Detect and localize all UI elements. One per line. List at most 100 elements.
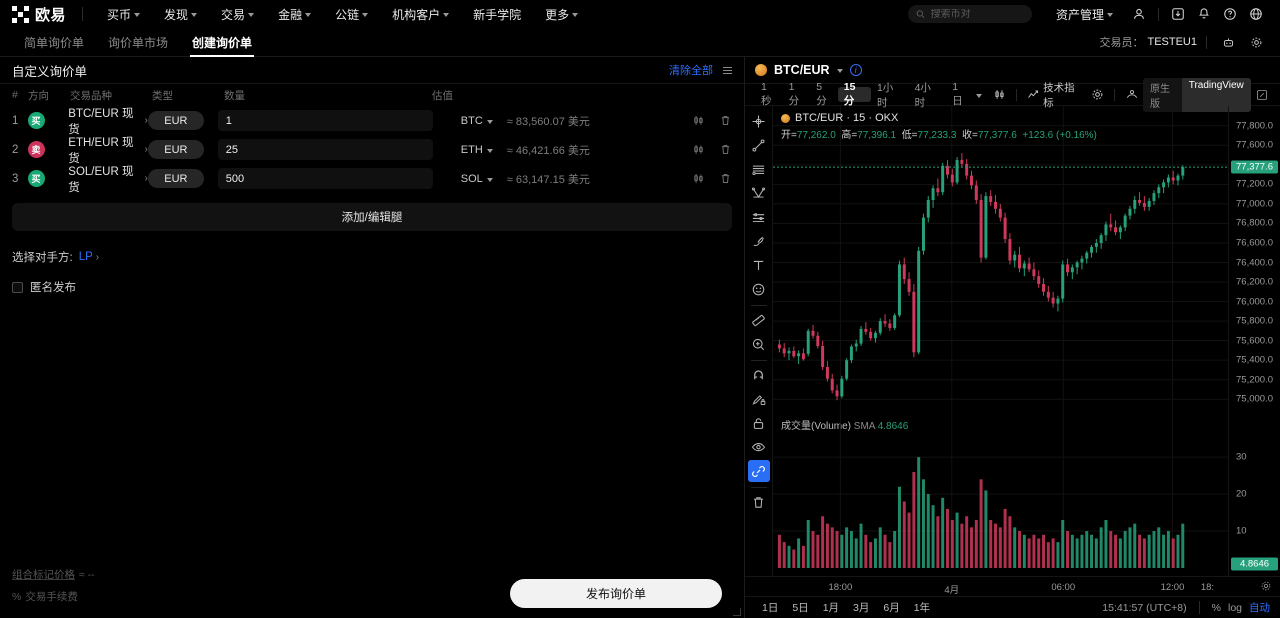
- mode-native[interactable]: 原生版: [1150, 83, 1171, 110]
- counterparty-selector[interactable]: LP ›: [79, 251, 99, 263]
- time-axis-settings-icon[interactable]: [1260, 580, 1272, 592]
- quantity-input-wrap[interactable]: [217, 168, 433, 189]
- nav-item-more[interactable]: 更多: [533, 0, 590, 28]
- range-1d[interactable]: 1日: [762, 602, 779, 614]
- trend-line-icon[interactable]: [748, 134, 770, 156]
- lock-icon[interactable]: [748, 412, 770, 434]
- zoom-in-icon[interactable]: [748, 333, 770, 355]
- search-input[interactable]: [930, 8, 1024, 20]
- horizontal-lines-icon[interactable]: [748, 158, 770, 180]
- measure-range-icon[interactable]: [748, 206, 770, 228]
- emoji-icon[interactable]: [748, 278, 770, 300]
- chart-canvas-area[interactable]: BTC/EUR · 15 · OKX 开=77,262.0 高=77,396.1…: [773, 106, 1228, 576]
- resize-grip[interactable]: [733, 608, 741, 616]
- candlestick-icon[interactable]: [692, 143, 705, 156]
- timeframe-1s[interactable]: 1秒: [761, 81, 772, 107]
- range-6mo[interactable]: 6月: [883, 602, 900, 614]
- assets-menu[interactable]: 资产管理: [1044, 0, 1125, 28]
- log-toggle[interactable]: log: [1227, 601, 1242, 614]
- unit-selector[interactable]: BTC: [441, 115, 493, 127]
- symbol-selector[interactable]: SOL/EUR 现货 ›: [68, 163, 148, 195]
- timeframe-1m[interactable]: 1分: [788, 81, 800, 107]
- trash-icon[interactable]: [748, 491, 770, 513]
- chart-settings-icon[interactable]: [1087, 88, 1108, 101]
- tab-create-rfq[interactable]: 创建询价单: [180, 28, 264, 57]
- link-icon[interactable]: [747, 460, 770, 482]
- type-cell[interactable]: EUR: [147, 169, 218, 188]
- delete-icon[interactable]: [719, 172, 732, 185]
- symbol-selector[interactable]: BTC/EUR 现货 ›: [68, 105, 148, 137]
- timeframe-4h[interactable]: 4小时: [914, 81, 931, 109]
- delete-icon[interactable]: [719, 114, 732, 127]
- add-edit-leg-button[interactable]: 添加/编辑腿: [12, 203, 732, 231]
- timeframe-5m[interactable]: 5分: [816, 81, 827, 107]
- indicators-button[interactable]: 技术指标: [1023, 80, 1087, 110]
- search-box[interactable]: [907, 5, 1032, 23]
- chevron-down-icon[interactable]: [975, 93, 982, 98]
- info-icon[interactable]: i: [849, 64, 862, 76]
- snapshot-icon[interactable]: [1121, 88, 1143, 101]
- pencil-lock-icon[interactable]: [748, 388, 770, 410]
- nav-item-chain[interactable]: 公链: [323, 0, 380, 28]
- bell-icon[interactable]: [1192, 2, 1216, 26]
- timeframe-1h[interactable]: 1小时: [876, 81, 894, 109]
- unit-selector[interactable]: ETH: [441, 144, 493, 156]
- time-axis[interactable]: 18:00 4月 06:00 12:00 18:: [745, 576, 1280, 596]
- robot-icon[interactable]: [1216, 30, 1240, 54]
- brush-icon[interactable]: [748, 230, 770, 252]
- delete-icon[interactable]: [719, 143, 732, 156]
- volume-legend: 成交量(Volume) SMA 4.8646: [781, 417, 908, 432]
- tab-simple-rfq[interactable]: 简单询价单: [12, 28, 96, 57]
- globe-icon[interactable]: [1244, 2, 1268, 26]
- row-side[interactable]: 买: [27, 112, 69, 129]
- magnet-icon[interactable]: [748, 364, 770, 386]
- nav-item-academy[interactable]: 新手学院: [461, 0, 533, 28]
- quantity-input-wrap[interactable]: [217, 139, 433, 160]
- timeframe-15m[interactable]: 15分: [837, 81, 871, 107]
- type-cell[interactable]: EUR: [147, 111, 218, 130]
- mode-tradingview[interactable]: TradingView: [1181, 77, 1251, 112]
- user-icon[interactable]: [1127, 2, 1151, 26]
- nav-item-discover[interactable]: 发现: [152, 0, 209, 28]
- help-icon[interactable]: [1218, 2, 1242, 26]
- unit-selector[interactable]: SOL: [441, 173, 493, 185]
- chart-type-icon[interactable]: [989, 88, 1010, 101]
- quantity-input[interactable]: [225, 172, 425, 185]
- menu-icon[interactable]: [723, 66, 732, 74]
- pitchfork-icon[interactable]: [748, 182, 770, 204]
- download-icon[interactable]: [1166, 2, 1190, 26]
- quantity-input-wrap[interactable]: [217, 110, 433, 131]
- range-5d[interactable]: 5日: [792, 602, 809, 614]
- chevron-down-icon[interactable]: [836, 69, 843, 73]
- fullscreen-icon[interactable]: [1255, 87, 1270, 103]
- nav-item-buy-crypto[interactable]: 买币: [95, 0, 152, 28]
- symbol-selector[interactable]: ETH/EUR 现货 ›: [68, 134, 148, 166]
- quantity-input[interactable]: [225, 143, 425, 156]
- gear-icon[interactable]: [1244, 30, 1268, 54]
- auto-toggle[interactable]: 自动: [1249, 602, 1270, 614]
- price-axis[interactable]: 77,800.077,600.077,400.077,200.077,000.0…: [1228, 106, 1280, 576]
- row-side[interactable]: 买: [27, 170, 69, 187]
- range-1y[interactable]: 1年: [913, 602, 931, 614]
- range-3mo[interactable]: 3月: [853, 602, 870, 614]
- anonymous-checkbox[interactable]: [12, 281, 23, 293]
- nav-item-institutional[interactable]: 机构客户: [380, 0, 461, 28]
- ruler-icon[interactable]: [748, 309, 770, 331]
- candlestick-icon[interactable]: [692, 114, 705, 127]
- eye-icon[interactable]: [748, 436, 770, 458]
- publish-rfq-button[interactable]: 发布询价单: [510, 579, 722, 608]
- tab-rfq-market[interactable]: 询价单市场: [96, 28, 180, 57]
- okx-logo[interactable]: 欧易: [12, 4, 66, 25]
- text-icon[interactable]: [748, 254, 770, 276]
- clear-all-button[interactable]: 清除全部: [669, 65, 713, 77]
- timeframe-1d[interactable]: 1日: [952, 81, 963, 107]
- range-1mo[interactable]: 1月: [822, 602, 840, 614]
- percent-toggle[interactable]: %: [1211, 601, 1221, 614]
- candlestick-icon[interactable]: [692, 172, 705, 185]
- nav-item-finance[interactable]: 金融: [266, 0, 323, 28]
- type-cell[interactable]: EUR: [147, 140, 218, 159]
- row-side[interactable]: 卖: [27, 141, 69, 158]
- crosshair-icon[interactable]: [748, 110, 770, 132]
- quantity-input[interactable]: [225, 114, 425, 127]
- nav-item-trade[interactable]: 交易: [209, 0, 266, 28]
